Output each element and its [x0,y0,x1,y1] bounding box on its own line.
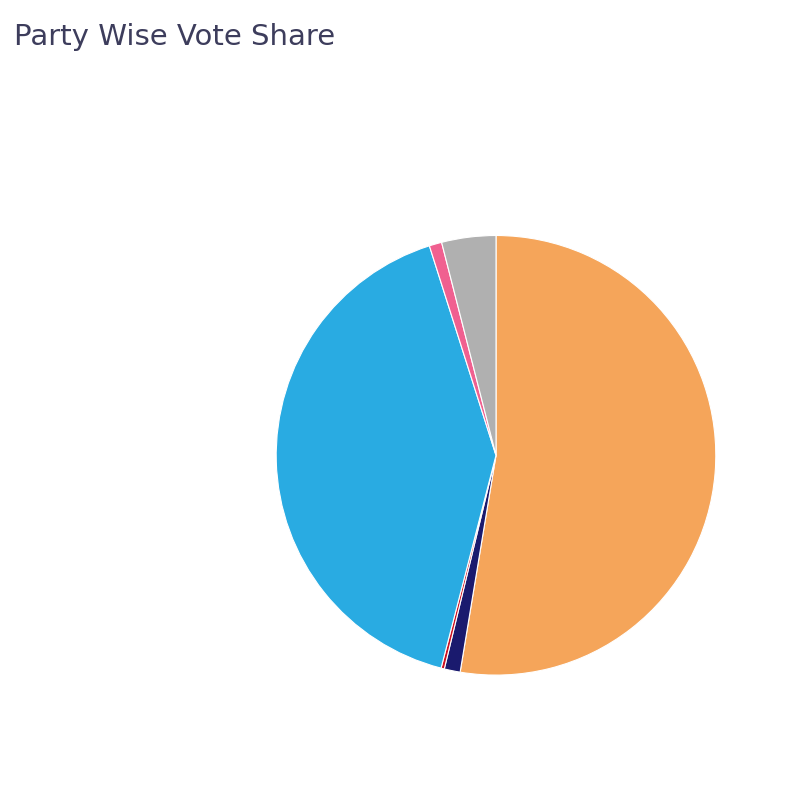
Wedge shape [444,455,496,672]
Wedge shape [441,455,496,669]
Wedge shape [460,236,716,675]
Wedge shape [430,243,496,455]
Text: Party Wise Vote Share: Party Wise Vote Share [14,23,335,51]
Wedge shape [276,246,496,668]
Wedge shape [442,236,496,455]
